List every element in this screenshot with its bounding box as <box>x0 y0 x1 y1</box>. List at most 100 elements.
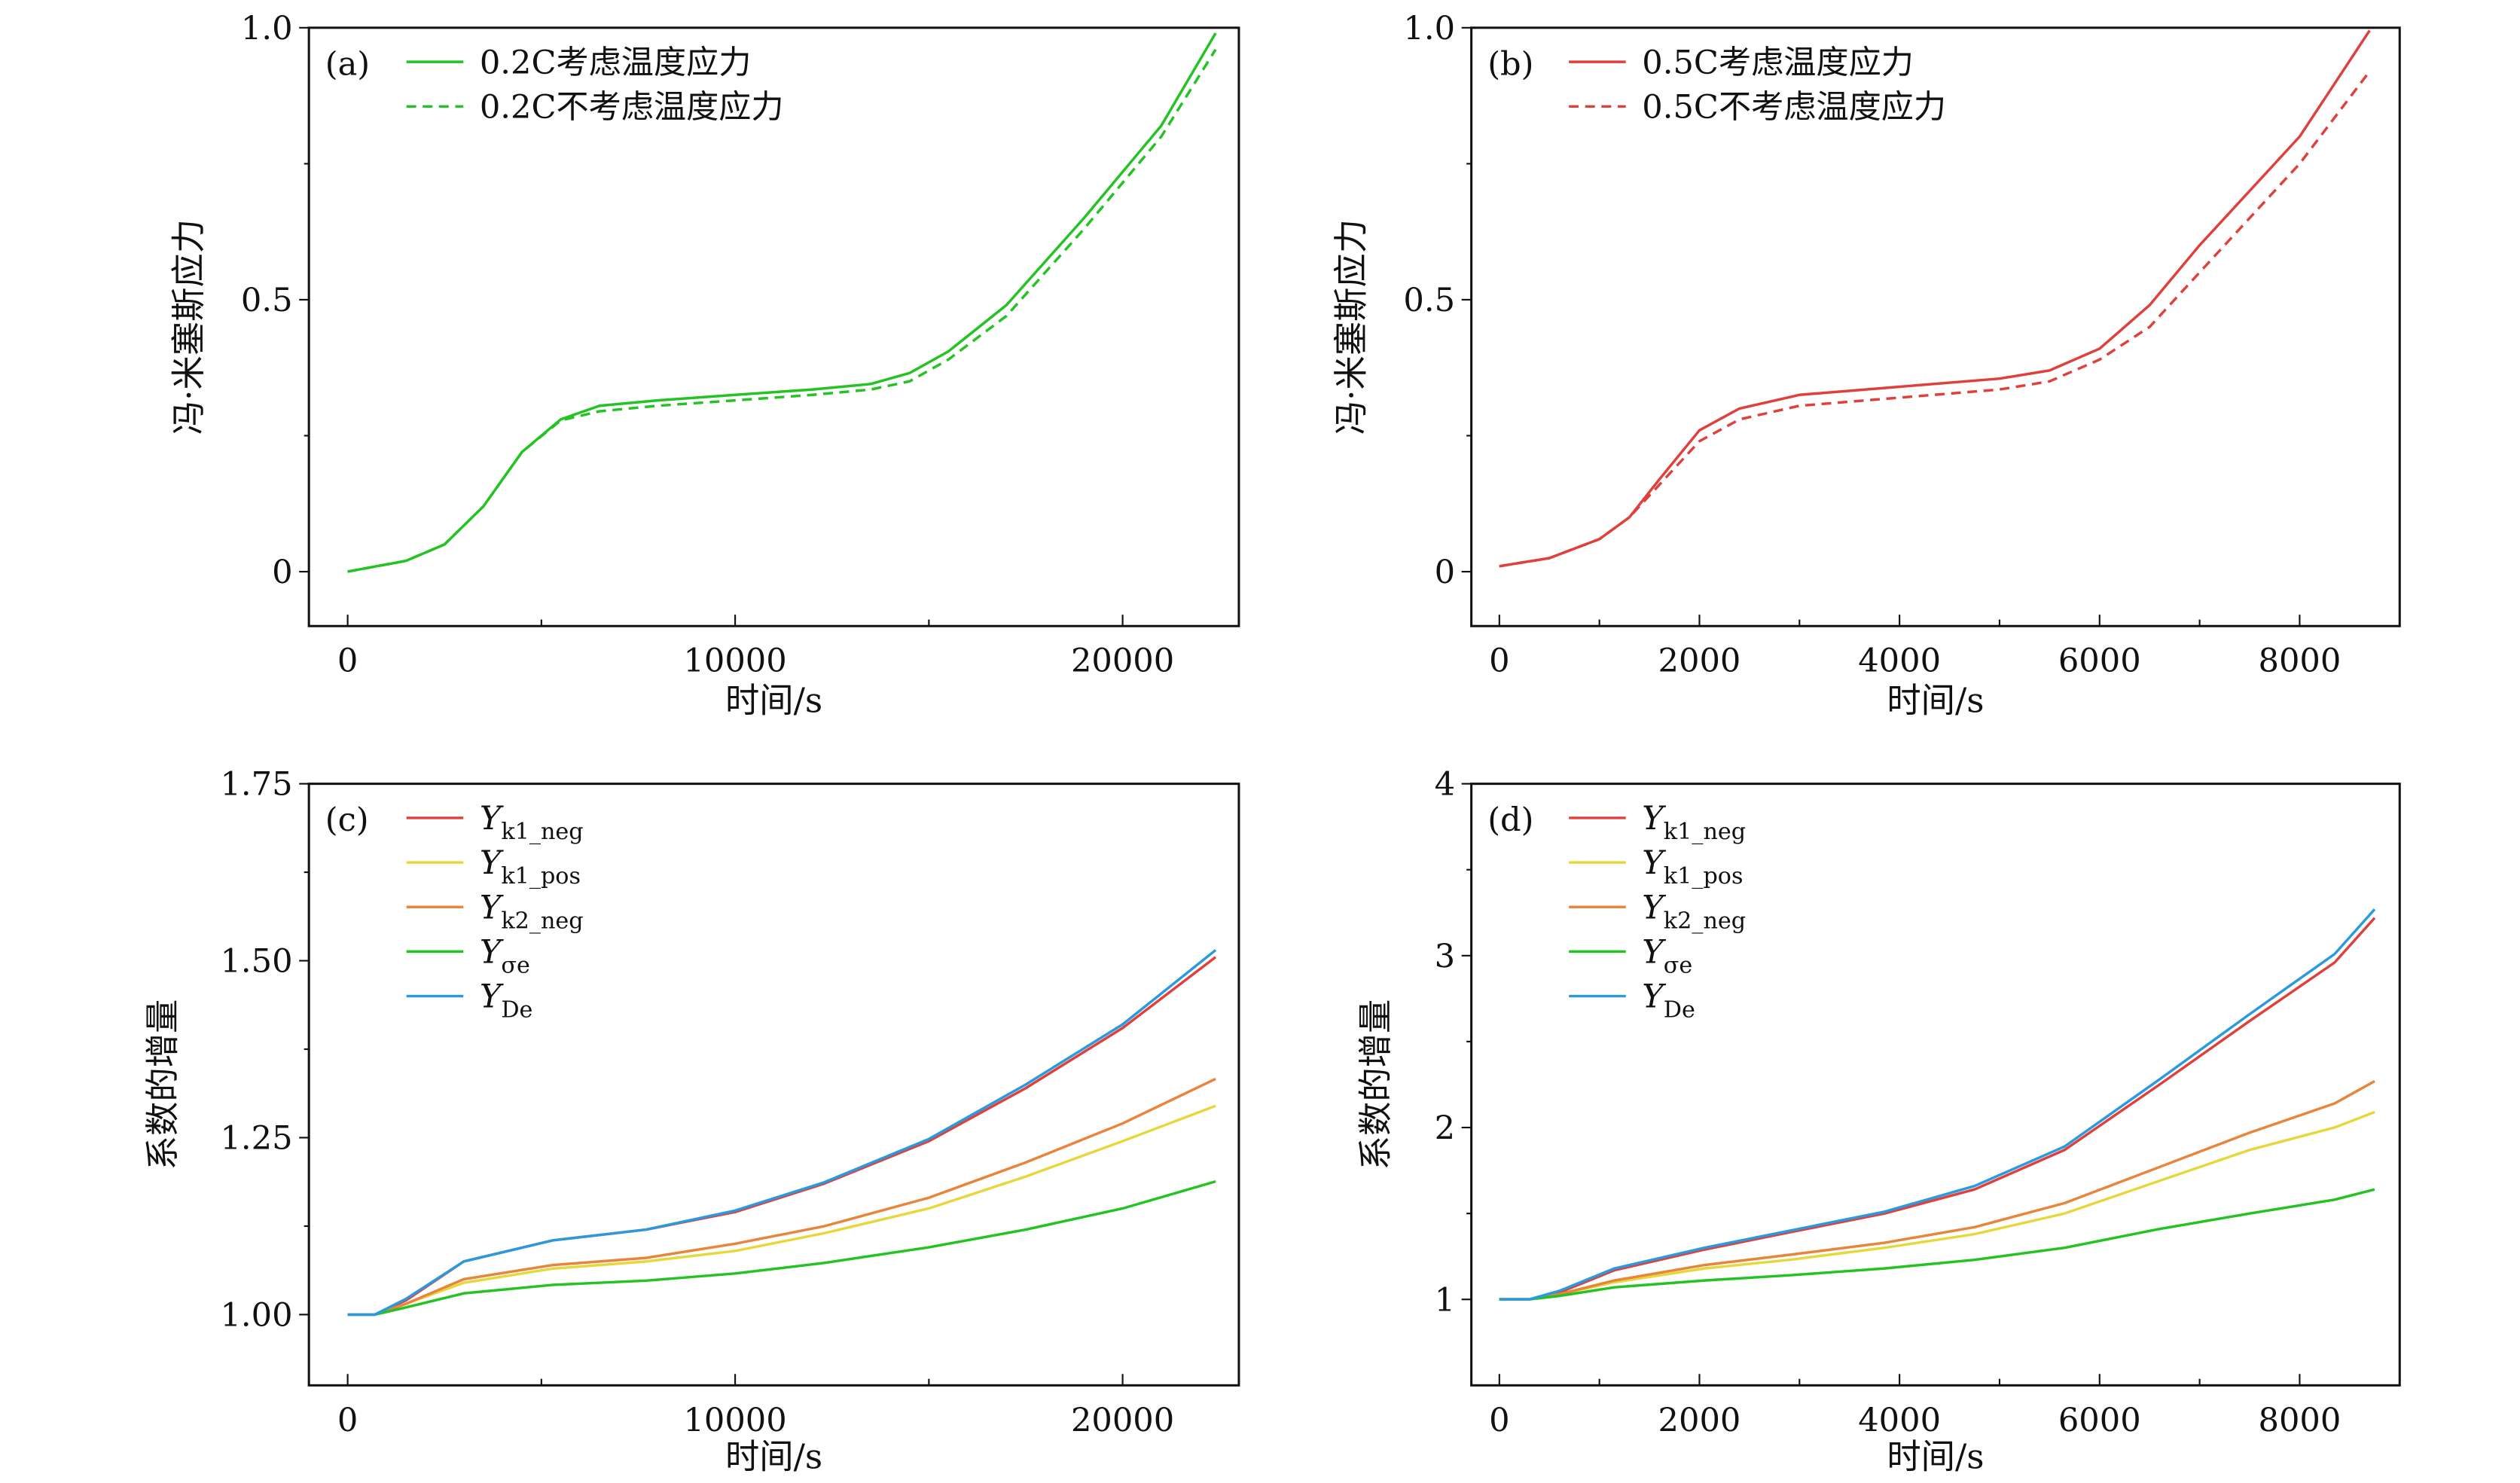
x-tick-label: 4000 <box>1858 642 1941 680</box>
legend-label-main: Y <box>480 978 504 1016</box>
x-tick-label: 6000 <box>2058 1402 2141 1439</box>
x-tick-label: 2000 <box>1658 642 1741 680</box>
plot-frame <box>1470 783 2401 1387</box>
legend-label-3: Yσe <box>1642 934 1692 979</box>
y-tick-label: 0 <box>272 554 292 591</box>
series-line-4 <box>347 949 1217 1317</box>
legend-label-main: Y <box>480 844 504 882</box>
series-line-1 <box>1499 1110 2375 1301</box>
y-tick-label: 1 <box>1435 1281 1455 1319</box>
legend-label-sub: k2_neg <box>501 908 583 934</box>
legend-label-sub: k2_neg <box>1664 908 1746 934</box>
y-tick-label: 1.0 <box>241 10 293 47</box>
x-tick-label: 0 <box>1489 1402 1509 1439</box>
x-tick-label: 6000 <box>2058 642 2141 680</box>
legend-label-1: 0.5C不考虑温度应力 <box>1642 88 1946 126</box>
legend-label-sub: De <box>501 997 532 1024</box>
legend-label-main: Y <box>480 934 504 972</box>
plot-frame <box>307 26 1240 627</box>
panel-label: (c) <box>325 801 369 839</box>
plot-frame <box>307 783 1240 1387</box>
legend-label-main: Y <box>1642 934 1666 972</box>
panel-label: (b) <box>1487 45 1533 83</box>
y-tick-label: 1.00 <box>220 1296 292 1334</box>
x-tick-label: 20000 <box>1071 642 1174 680</box>
legend-label-4: YDe <box>1642 978 1695 1024</box>
x-axis-label: 时间/s <box>725 681 822 721</box>
legend: 0.5C考虑温度应力 0.5C不考虑温度应力 <box>1569 44 1946 126</box>
legend-label-3: Yσe <box>480 934 530 979</box>
series-line-0 <box>347 956 1217 1317</box>
x-tick-label: 0 <box>337 642 358 680</box>
legend-label-1: 0.2C不考虑温度应力 <box>480 88 784 126</box>
legend-label-0: Yk1_neg <box>1642 800 1746 845</box>
legend: 0.2C考虑温度应力 0.2C不考虑温度应力 <box>406 44 784 126</box>
legend-label-2: Yk2_neg <box>1642 889 1746 934</box>
chart-panel-d: 0 2000 4000 6000 8000 1 2 3 4 时间/s 系数的增量 (d) Yk1_neg… <box>1356 766 2401 1476</box>
y-tick-label: 3 <box>1435 938 1455 975</box>
y-tick-label: 1.75 <box>220 766 292 804</box>
series-line-3 <box>1499 1188 2375 1301</box>
legend-label-2: Yk2_neg <box>480 889 584 934</box>
series-line-1 <box>1499 70 2371 568</box>
y-tick-label: 1.50 <box>220 943 292 981</box>
x-tick-label: 0 <box>1489 642 1509 680</box>
x-tick-label: 0 <box>337 1402 358 1439</box>
x-axis-label: 时间/s <box>1887 681 1984 721</box>
y-tick-label: 1.0 <box>1403 10 1455 47</box>
legend-label-main: Y <box>1642 889 1666 926</box>
chart-panel-a: 0 10000 20000 0 0.5 1.0 时间/s 冯·米塞斯应力 (a) 0.2C考虑温度… <box>169 10 1240 721</box>
y-axis-label: 冯·米塞斯应力 <box>169 219 209 435</box>
legend-label-sub: σe <box>1664 952 1693 978</box>
legend-label-sub: k1_pos <box>501 863 581 889</box>
legend-label-sub: k1_pos <box>1664 863 1744 889</box>
legend-label-main: 0.2C考虑温度应力 <box>480 44 752 81</box>
series-line-2 <box>1499 1079 2375 1301</box>
chart-panel-c: 0 10000 20000 1.00 1.25 1.50 1.75 时间/s 系数的增量 (c) Y… <box>143 766 1240 1476</box>
legend-label-main: 0.5C不考虑温度应力 <box>1642 88 1946 126</box>
legend-label-main: Y <box>480 800 504 838</box>
y-tick-label: 2 <box>1435 1109 1455 1147</box>
y-tick-label: 0 <box>1435 554 1455 591</box>
x-tick-label: 2000 <box>1658 1402 1741 1439</box>
legend-label-sub: k1_neg <box>1664 819 1746 845</box>
x-tick-label: 8000 <box>2259 642 2342 680</box>
y-axis-label: 系数的增量 <box>143 999 183 1170</box>
y-axis-label: 系数的增量 <box>1356 999 1396 1170</box>
panel-label: (d) <box>1487 801 1533 839</box>
y-tick-label: 0.5 <box>1403 282 1455 319</box>
legend-label-sub: σe <box>501 952 530 978</box>
legend-label-main: Y <box>1642 844 1666 882</box>
legend-label-1: Yk1_pos <box>1642 844 1743 889</box>
y-axis-label: 冯·米塞斯应力 <box>1332 219 1371 435</box>
y-tick-label: 1.25 <box>220 1120 292 1158</box>
legend-label-sub: De <box>1664 997 1695 1024</box>
series-line-1 <box>347 48 1217 573</box>
x-tick-label: 10000 <box>683 642 786 680</box>
legend-label-main: Y <box>480 889 504 926</box>
series-line-4 <box>1499 908 2376 1301</box>
plot-frame <box>1470 26 2401 627</box>
legend-label-4: YDe <box>480 978 533 1024</box>
series-line-2 <box>347 1077 1216 1317</box>
chart-panel-b: 0 2000 4000 6000 8000 0 0.5 1.0 时间/s 冯·米塞斯应力 (b) 0.… <box>1332 10 2401 721</box>
x-axis-label: 时间/s <box>725 1436 822 1476</box>
legend-label-main: 0.2C不考虑温度应力 <box>480 88 784 126</box>
x-axis-label: 时间/s <box>1887 1436 1984 1476</box>
series-line-0 <box>1499 917 2376 1301</box>
panel-label: (a) <box>325 45 370 83</box>
y-tick-label: 0.5 <box>241 282 293 319</box>
y-tick-label: 4 <box>1435 766 1455 804</box>
legend-label-1: Yk1_pos <box>480 844 581 889</box>
series-line-3 <box>347 1179 1216 1317</box>
x-tick-label: 4000 <box>1858 1402 1941 1439</box>
legend-label-0: 0.2C考虑温度应力 <box>480 44 752 81</box>
legend-label-main: 0.5C考虑温度应力 <box>1642 44 1914 81</box>
legend-label-0: Yk1_neg <box>480 800 584 845</box>
x-tick-label: 10000 <box>683 1402 786 1439</box>
legend-label-sub: k1_neg <box>501 819 583 845</box>
x-tick-label: 20000 <box>1071 1402 1174 1439</box>
